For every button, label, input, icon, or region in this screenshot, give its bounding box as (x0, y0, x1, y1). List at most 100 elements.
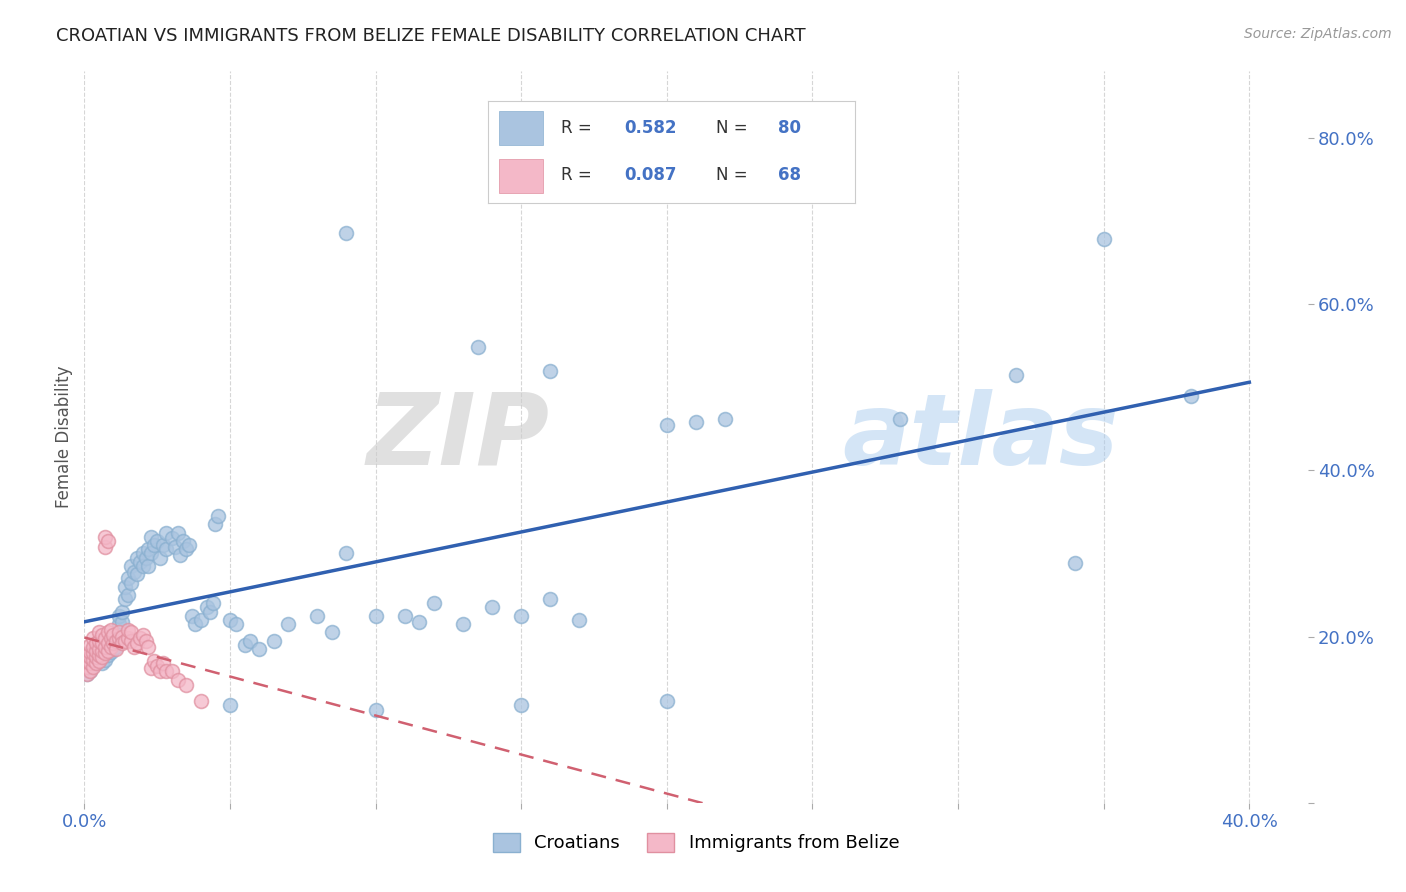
Point (538, 592, 561, 607)
Point (125, 567, 148, 582)
Point (90, 628, 112, 642)
Point (135, 550, 157, 565)
Point (169, 548, 191, 562)
Point (160, 532, 183, 546)
Point (160, 665, 183, 679)
Point (108, 625, 131, 640)
Point (97, 533, 120, 548)
Point (93, 540, 115, 554)
Point (111, 636, 134, 650)
Point (195, 600, 218, 615)
Point (190, 613, 212, 627)
Point (131, 558, 153, 573)
Point (82, 655, 104, 669)
Point (125, 550, 148, 565)
Point (1005, 368, 1028, 382)
Point (120, 633, 142, 648)
Legend: Croatians, Immigrants from Belize: Croatians, Immigrants from Belize (485, 826, 907, 860)
Point (120, 625, 142, 640)
Point (105, 630, 128, 644)
Point (467, 340, 489, 354)
Point (100, 638, 122, 652)
Point (90, 636, 112, 650)
Point (128, 632, 150, 646)
Point (105, 642, 128, 657)
Point (90, 656, 112, 670)
Point (207, 509, 229, 524)
Point (138, 640, 160, 654)
Point (166, 673, 188, 687)
Point (111, 605, 134, 619)
Point (321, 625, 343, 640)
Point (155, 542, 177, 557)
Point (219, 613, 242, 627)
Point (87, 650, 110, 665)
Point (82, 640, 104, 654)
Point (143, 538, 166, 552)
Point (79, 665, 101, 679)
Point (568, 613, 591, 627)
Point (163, 540, 186, 554)
Point (131, 628, 153, 642)
Point (122, 565, 145, 579)
Point (84, 653, 107, 667)
Point (117, 632, 139, 646)
Point (93, 640, 115, 654)
Point (510, 698, 533, 712)
Point (714, 411, 737, 425)
Point (79, 656, 101, 670)
Point (90, 643, 112, 657)
Point (143, 655, 166, 669)
Point (198, 605, 221, 619)
Point (93, 530, 115, 544)
Point (79, 665, 101, 679)
Point (114, 580, 136, 594)
Point (138, 558, 160, 573)
Point (184, 617, 207, 632)
Point (87, 633, 110, 648)
Point (76, 660, 98, 674)
Point (84, 656, 107, 670)
Point (181, 608, 204, 623)
Point (149, 550, 172, 565)
Point (82, 646, 104, 660)
Point (538, 363, 561, 377)
Point (76, 663, 98, 677)
Point (219, 698, 242, 712)
Point (335, 227, 357, 241)
Point (233, 638, 256, 652)
Point (117, 571, 139, 585)
Point (152, 538, 174, 552)
Point (87, 642, 110, 657)
Point (307, 608, 329, 623)
Point (685, 415, 707, 429)
Point (105, 640, 128, 654)
Point (87, 648, 110, 662)
Point (111, 615, 134, 629)
Point (146, 658, 169, 673)
Point (174, 678, 197, 692)
Point (335, 546, 357, 560)
Point (149, 665, 172, 679)
Point (76, 667, 98, 681)
Point (166, 525, 188, 540)
Point (155, 525, 177, 540)
Point (93, 632, 115, 646)
Point (655, 694, 678, 708)
Point (364, 608, 387, 623)
Point (111, 630, 134, 644)
Point (510, 608, 533, 623)
Point (117, 623, 139, 637)
Point (655, 417, 678, 432)
Point (82, 660, 104, 674)
Point (84, 656, 107, 670)
Point (103, 642, 125, 657)
Point (103, 633, 125, 648)
Point (128, 555, 150, 569)
Point (103, 636, 125, 650)
Point (138, 542, 160, 557)
Point (114, 633, 136, 648)
Point (76, 667, 98, 681)
Point (87, 655, 110, 669)
Point (100, 632, 122, 646)
